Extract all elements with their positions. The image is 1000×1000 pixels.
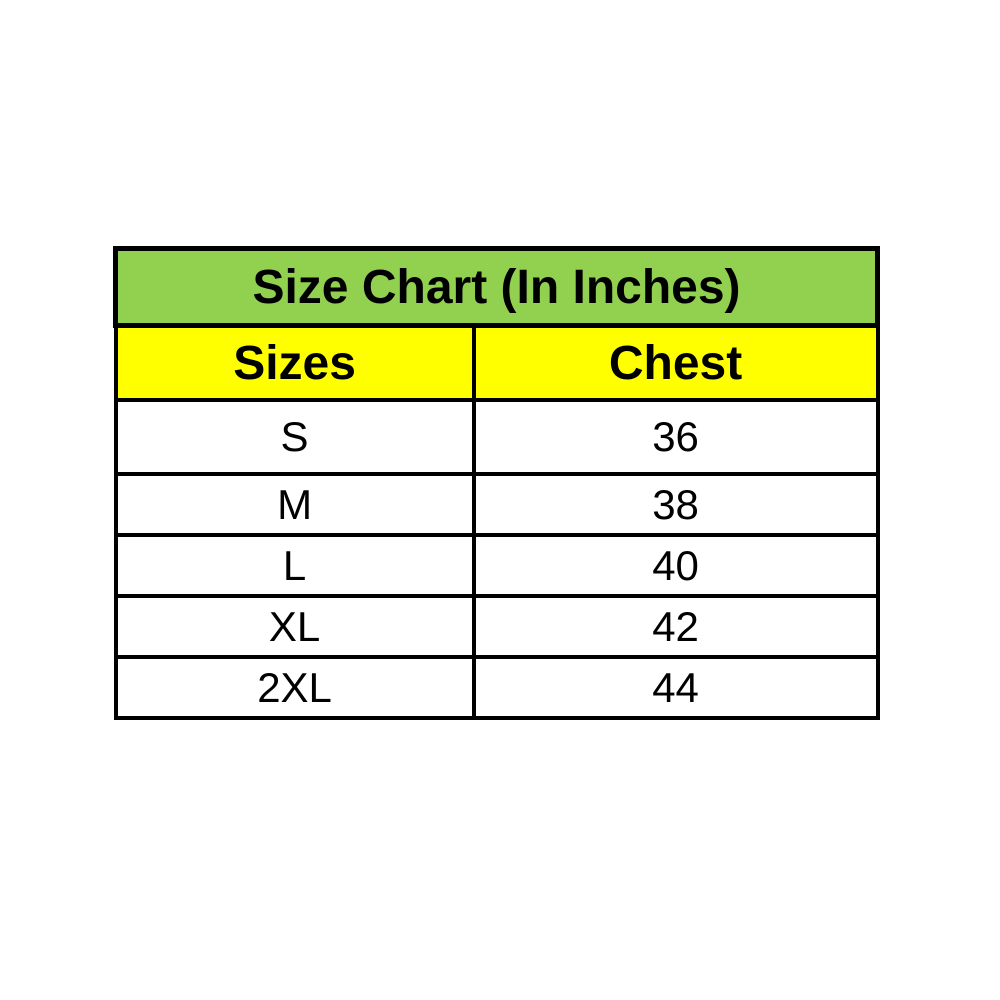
chest-cell: 36 xyxy=(471,398,880,476)
size-cell: M xyxy=(113,472,476,537)
table-header-row: Sizes Chest xyxy=(113,323,880,402)
chest-cell: 38 xyxy=(471,472,880,537)
table-title: Size Chart (In Inches) xyxy=(113,246,880,328)
chest-cell: 42 xyxy=(471,594,880,659)
chest-cell: 40 xyxy=(471,533,880,598)
size-cell: S xyxy=(113,398,476,476)
size-cell: L xyxy=(113,533,476,598)
table-row: M 38 xyxy=(113,472,880,537)
size-chart-table: Size Chart (In Inches) Sizes Chest S 36 … xyxy=(113,246,880,720)
column-header-sizes: Sizes xyxy=(113,323,476,402)
table-row: S 36 xyxy=(113,398,880,476)
table-row: XL 42 xyxy=(113,594,880,659)
table-row: 2XL 44 xyxy=(113,655,880,720)
chest-cell: 44 xyxy=(471,655,880,720)
size-cell: 2XL xyxy=(113,655,476,720)
table-title-row: Size Chart (In Inches) xyxy=(113,246,880,328)
size-cell: XL xyxy=(113,594,476,659)
table-row: L 40 xyxy=(113,533,880,598)
column-header-chest: Chest xyxy=(471,323,880,402)
